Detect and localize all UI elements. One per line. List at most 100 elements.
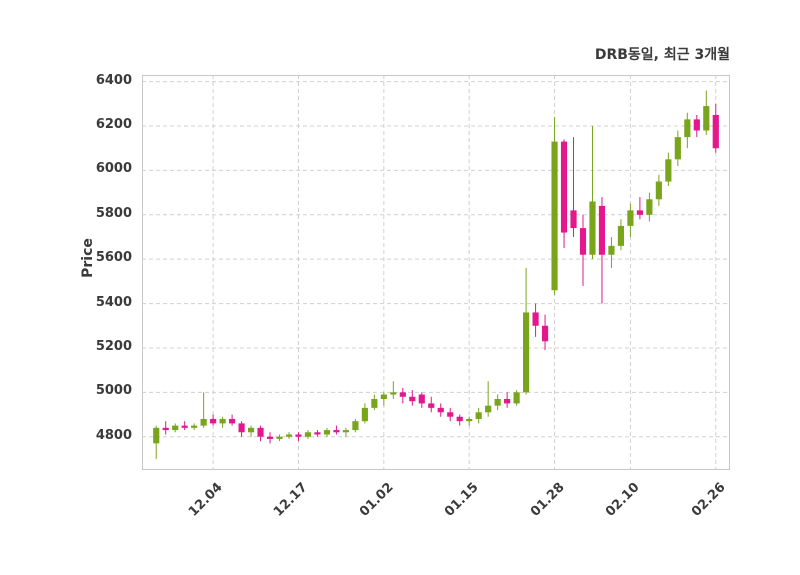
candle-body	[684, 119, 691, 138]
candle	[200, 392, 207, 428]
candle-body	[266, 436, 274, 439]
x-tick-label: 12.17	[271, 480, 312, 520]
candle-body	[551, 141, 558, 291]
candle	[314, 430, 321, 437]
candle-body	[399, 392, 406, 397]
candle-body	[390, 392, 397, 395]
candle-body	[466, 418, 473, 422]
candle-body	[560, 141, 568, 233]
candle-body	[693, 119, 700, 131]
candle-body	[437, 407, 444, 413]
candle-body	[665, 159, 672, 182]
candle	[541, 314, 549, 351]
candle-body	[304, 432, 312, 437]
candle	[172, 423, 179, 433]
candle	[712, 103, 719, 153]
candle	[627, 203, 634, 237]
candle	[693, 114, 700, 138]
candle	[617, 219, 625, 251]
candle	[181, 421, 188, 431]
candle	[560, 139, 568, 249]
candle-body	[532, 312, 539, 326]
candle	[276, 434, 283, 442]
candle	[456, 414, 463, 426]
candle-body	[238, 423, 245, 433]
candle	[608, 236, 615, 269]
y-tick-label: 5000	[95, 383, 132, 399]
candle-body	[513, 392, 520, 404]
candle	[285, 432, 293, 439]
candle-body	[247, 427, 255, 433]
candle-body	[191, 425, 198, 428]
candle	[447, 407, 454, 422]
y-tick-label: 5800	[95, 205, 132, 221]
candle	[162, 421, 169, 435]
candle-body	[646, 199, 653, 215]
candle	[504, 392, 511, 408]
candle-body	[276, 436, 283, 439]
candle	[703, 90, 710, 135]
candle	[636, 197, 643, 220]
candle-body	[703, 106, 710, 131]
candle-body	[428, 403, 435, 408]
candle-body	[570, 210, 577, 229]
candle-body	[257, 427, 264, 437]
candle-body	[541, 325, 549, 342]
candle-body	[210, 418, 217, 424]
candle-body	[485, 405, 492, 413]
candle	[684, 112, 691, 149]
candle	[437, 403, 444, 417]
candle	[418, 392, 425, 408]
candle	[361, 403, 368, 424]
candle-body	[371, 398, 378, 408]
candle	[485, 381, 492, 417]
candle	[466, 416, 473, 426]
x-tick-label: 12.04	[186, 480, 226, 520]
candle-body	[409, 396, 416, 402]
x-tick-label: 01.28	[527, 480, 568, 520]
candle	[598, 197, 606, 304]
candle	[380, 392, 387, 406]
candle	[570, 137, 577, 237]
candle-body	[608, 245, 615, 255]
candle-body	[456, 416, 463, 422]
plot-area	[142, 75, 730, 470]
candle	[333, 425, 340, 435]
candle	[428, 396, 435, 413]
candle	[494, 394, 501, 411]
candle	[390, 381, 397, 399]
candle-body	[504, 398, 511, 404]
candle	[210, 414, 217, 426]
y-tick-label: 5200	[95, 338, 132, 354]
y-tick-label: 4800	[95, 427, 132, 443]
y-tick-label: 6000	[95, 161, 132, 177]
candle-body	[219, 418, 226, 424]
candle	[655, 174, 662, 206]
candle	[551, 117, 558, 295]
candle-body	[636, 210, 643, 215]
candle-body	[153, 427, 160, 444]
candle-body	[172, 425, 179, 431]
chart-title: DRB동일, 최근 3개월	[594, 47, 730, 63]
candle	[219, 416, 226, 428]
candle	[646, 192, 653, 222]
candle-body	[598, 205, 606, 255]
candle	[532, 303, 539, 337]
candle	[229, 414, 236, 426]
candle	[513, 390, 520, 406]
candle-body	[314, 432, 321, 435]
candle	[295, 432, 302, 442]
candle-body	[447, 412, 454, 417]
candle	[674, 130, 681, 166]
candle	[238, 421, 245, 437]
candle-body	[229, 418, 236, 424]
candle	[589, 126, 596, 260]
candle	[153, 425, 160, 459]
candle-body	[380, 394, 387, 399]
candle	[475, 407, 482, 424]
candle	[266, 432, 274, 444]
candle	[579, 214, 587, 286]
candle	[352, 418, 359, 433]
candle-body	[627, 210, 634, 226]
candle	[323, 427, 331, 437]
